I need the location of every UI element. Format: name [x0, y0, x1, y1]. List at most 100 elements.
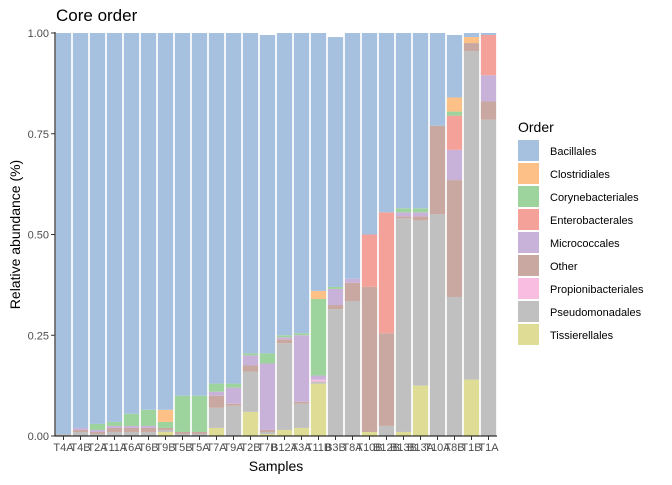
bar-T8B-bacillales [446, 35, 463, 98]
bar-B13A-bacillales [412, 33, 429, 209]
bar-T2B-bacillales [242, 33, 259, 354]
x-tick-label: B13A [407, 442, 435, 454]
legend-swatch-enterobacterales [518, 209, 539, 230]
bar-B13B-bacillales [395, 33, 412, 209]
bar-B13A-other [412, 216, 429, 221]
bar-T11A-corynebacteriales [106, 421, 123, 426]
bar-T11B-micrococcales [310, 375, 327, 380]
legend-swatch-bacillales [518, 140, 539, 161]
bar-T10B-enterobacterales [361, 234, 378, 287]
bar-T4B-bacillales [72, 33, 89, 428]
bar-T6B-other [140, 427, 157, 432]
bar-B12B-other [378, 333, 395, 426]
bar-B3B-micrococcales [327, 288, 344, 306]
chart-title: Core order [56, 6, 138, 25]
bar-T3A-bacillales [293, 33, 310, 334]
legend-swatch-micrococcales [518, 232, 539, 253]
bar-B3B-pseudomonadales [327, 309, 344, 436]
bar-T5B-other [174, 431, 191, 434]
bar-T9A-bacillales [225, 33, 242, 384]
bar-T11B-bacillales [310, 33, 327, 291]
x-tick-label: T1B [461, 442, 481, 454]
bar-T6A-micrococcales [123, 425, 140, 428]
bar-T8A-other [344, 282, 361, 301]
x-tick-label: B12A [271, 442, 299, 454]
bar-T11A-micrococcales [106, 425, 123, 428]
legend-swatch-corynebacteriales [518, 186, 539, 207]
legend-label: Tissierellales [550, 330, 614, 342]
bar-T9A-micrococcales [225, 387, 242, 404]
bar-T11A-other [106, 427, 123, 432]
x-tick-label: T10A [424, 442, 451, 454]
bar-T8B-enterobacterales [446, 115, 463, 150]
legend-label: Pseudomonadales [550, 307, 642, 319]
x-tick-label: B3B [325, 442, 346, 454]
bar-T2A-micrococcales [89, 429, 106, 432]
bar-T11A-pseudomonadales [106, 431, 123, 436]
legend-swatch-pseudomonadales [518, 301, 539, 322]
x-tick-label: T4A [53, 442, 74, 454]
bar-T5A-other [191, 431, 208, 434]
x-tick-label: T2B [240, 442, 260, 454]
bar-T7A-tissierellales [208, 427, 225, 436]
bar-T7A-other [208, 395, 225, 408]
bar-T9A-pseudomonadales [225, 405, 242, 436]
bar-T1B-tissierellales [463, 379, 480, 436]
bar-T9B-pseudomonadales [157, 429, 174, 432]
bar-B13B-other [395, 216, 412, 219]
bar-T2B-corynebacteriales [242, 353, 259, 356]
x-tick-label: T1A [478, 442, 499, 454]
bar-B13B-corynebacteriales [395, 208, 412, 213]
bar-T5A-corynebacteriales [191, 395, 208, 432]
bar-T1B-bacillales [463, 33, 480, 38]
bar-T6A-pseudomonadales [123, 431, 140, 436]
bar-T11B-clostridiales [310, 290, 327, 299]
bar-T1A-pseudomonadales [480, 119, 497, 436]
bar-T2A-corynebacteriales [89, 423, 106, 430]
bar-T7A-micrococcales [208, 391, 225, 396]
legend-swatch-clostridiales [518, 163, 539, 184]
bar-T3A-tissierellales [293, 427, 310, 436]
bar-T9A-other [225, 403, 242, 406]
x-tick-label: T11B [306, 442, 331, 454]
bar-T1A-bacillales [480, 33, 497, 36]
x-tick-label: T9A [223, 442, 244, 454]
bar-T11B-tissierellales [310, 383, 327, 436]
bar-B12A-corynebacteriales [276, 335, 293, 338]
bar-T2A-pseudomonadales [89, 433, 106, 436]
bar-T4B-other [72, 429, 89, 432]
legend-label: Micrococcales [550, 238, 620, 250]
bar-T3A-other [293, 401, 310, 404]
y-tick-label: 0.00 [28, 431, 49, 443]
x-tick-label: T3A [291, 442, 312, 454]
bar-T6B-pseudomonadales [140, 431, 157, 436]
legend-title: Order [518, 119, 554, 135]
bar-T4A-bacillales [55, 33, 72, 434]
bar-T11B-corynebacteriales [310, 298, 327, 376]
bar-T10A-bacillales [429, 33, 446, 126]
bar-T10A-other [429, 125, 446, 215]
bar-T8B-other [446, 180, 463, 297]
x-tick-label: B12B [373, 442, 400, 454]
bar-T10B-other [361, 286, 378, 432]
bar-B12A-pseudomonadales [276, 343, 293, 430]
bar-T4A-pseudomonadales [55, 433, 72, 436]
x-tick-label: T9B [155, 442, 175, 454]
x-tick-label: T8B [444, 442, 464, 454]
bar-B13B-micrococcales [395, 212, 412, 217]
bar-T7B-bacillales [259, 35, 276, 354]
x-tick-label: T8A [342, 442, 363, 454]
bar-T1A-other [480, 101, 497, 120]
bar-B12A-bacillales [276, 33, 293, 336]
bar-T5B-corynebacteriales [174, 395, 191, 432]
bar-T6B-corynebacteriales [140, 409, 157, 426]
bar-T2A-other [89, 431, 106, 434]
bar-T7B-corynebacteriales [259, 353, 276, 364]
bar-T1B-pseudomonadales [463, 51, 480, 380]
bar-B12B-pseudomonadales [378, 425, 395, 436]
bar-T8B-micrococcales [446, 149, 463, 181]
bar-B12A-tissierellales [276, 429, 293, 436]
bar-T7B-micrococcales [259, 363, 276, 430]
